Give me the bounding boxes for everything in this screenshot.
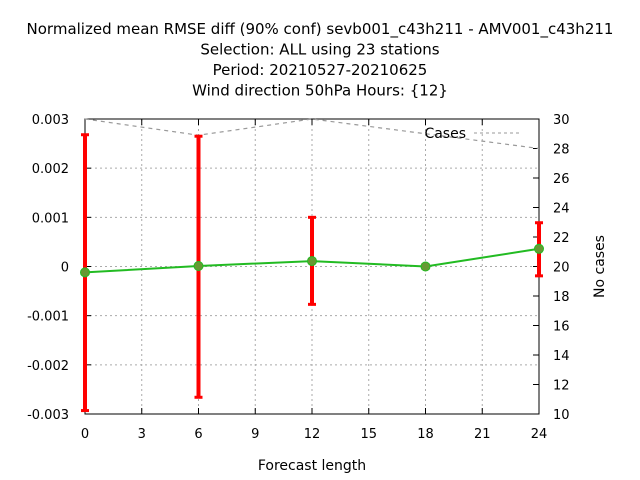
y2-tick-label: 26 xyxy=(553,172,570,187)
y2-tick-label: 28 xyxy=(553,143,570,158)
x-tick-label: 12 xyxy=(304,427,321,442)
legend-label-cases: Cases xyxy=(424,126,466,142)
x-axis-label: Forecast length xyxy=(258,458,366,474)
rmse-diff-series xyxy=(80,243,544,278)
y-tick-label: 0.003 xyxy=(32,113,69,128)
y2-tick-label: 10 xyxy=(553,408,570,423)
y-tick-label: 0.002 xyxy=(32,162,69,177)
data-point xyxy=(80,267,90,278)
title-line: Wind direction 50hPa Hours: {12} xyxy=(192,82,448,100)
y2-tick-label: 12 xyxy=(553,379,570,394)
x-tick-label: 15 xyxy=(360,427,377,442)
x-tick-label: 21 xyxy=(474,427,491,442)
title-line: Period: 20210527-20210625 xyxy=(213,61,428,79)
chart-title: Normalized mean RMSE diff (90% conf) sev… xyxy=(27,20,614,100)
x-tick-label: 18 xyxy=(417,427,434,442)
data-point xyxy=(420,261,431,272)
y2-tick-label: 24 xyxy=(553,202,570,217)
axis-ticks: 0 3 6 9 12 15 18 21 24 0.003 0.002 0.001 0 -0.001 -0.0… xyxy=(27,113,569,442)
x-tick-label: 24 xyxy=(531,427,548,442)
y-tick-label: 0.001 xyxy=(32,211,69,226)
legend: Cases xyxy=(424,126,521,142)
x-tick-label: 0 xyxy=(81,427,89,442)
data-point xyxy=(193,261,204,272)
y2-tick-label: 20 xyxy=(553,261,570,276)
y2-tick-label: 22 xyxy=(553,231,570,246)
y-tick-label: -0.001 xyxy=(27,310,69,325)
y-tick-label: -0.003 xyxy=(27,408,69,423)
x-tick-label: 9 xyxy=(251,427,259,442)
data-point xyxy=(534,243,544,254)
y2-tick-label: 30 xyxy=(553,113,570,128)
title-line: Selection: ALL using 23 stations xyxy=(200,41,439,59)
title-line: Normalized mean RMSE diff (90% conf) sev… xyxy=(27,20,614,39)
y2-axis-label: No cases xyxy=(592,235,608,298)
data-point xyxy=(307,256,317,267)
y2-tick-label: 14 xyxy=(553,349,570,364)
x-tick-label: 3 xyxy=(138,427,146,442)
x-tick-label: 6 xyxy=(194,427,202,442)
y2-tick-label: 18 xyxy=(553,290,570,305)
y-tick-label: -0.002 xyxy=(27,359,69,374)
y2-tick-label: 16 xyxy=(553,320,570,335)
y-tick-label: 0 xyxy=(61,261,69,276)
